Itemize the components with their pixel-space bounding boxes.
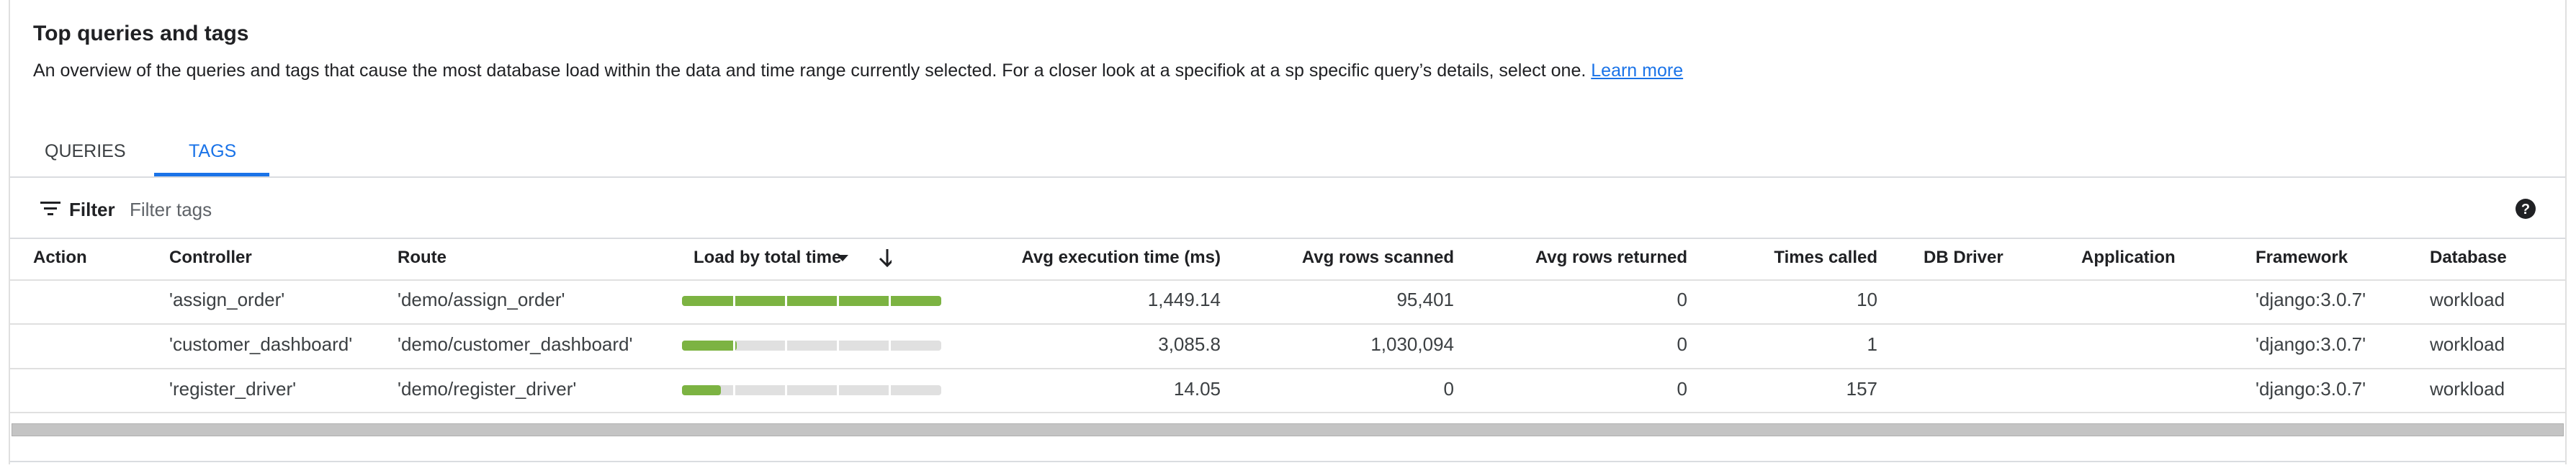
card-border (9, 0, 10, 464)
table-top-line (10, 238, 2565, 239)
card-border (2565, 0, 2567, 464)
cell: 'django:3.0.7' (2256, 333, 2366, 355)
load-bar-gap (837, 341, 839, 351)
cell: 'assign_order' (169, 289, 285, 310)
cell: workload (2430, 378, 2505, 400)
row-line (10, 412, 2565, 413)
cell: 1,030,094 (1370, 333, 1454, 355)
cell: 'demo/assign_order' (398, 289, 565, 310)
load-bar-gap (733, 385, 735, 395)
column-header[interactable]: Load by total time (694, 248, 842, 267)
column-header[interactable]: Avg rows scanned (1301, 248, 1454, 267)
load-bar-gap (785, 296, 787, 306)
cell: 1 (1867, 333, 1877, 355)
cell: 'demo/register_driver' (398, 378, 577, 400)
description: An overview of the queries and tags that… (33, 60, 1683, 81)
cell: 'customer_dashboard' (169, 333, 353, 355)
filter-icon[interactable] (39, 199, 62, 219)
cell: workload (2430, 333, 2505, 355)
cell: 14.05 (1173, 378, 1221, 400)
cell: 95,401 (1396, 289, 1454, 310)
cell: 'demo/customer_dashboard' (398, 333, 633, 355)
load-bar (682, 296, 941, 306)
load-bar-gap (889, 341, 891, 351)
column-header[interactable]: Times called (1774, 248, 1877, 267)
cell: 0 (1443, 378, 1454, 400)
column-header[interactable]: Application (2081, 248, 2176, 267)
column-header[interactable]: Controller (169, 248, 252, 267)
load-bar-gap (889, 385, 891, 395)
divider (10, 176, 2565, 178)
filter-input[interactable]: Filter tags (130, 199, 212, 220)
load-bar-gap (889, 296, 891, 306)
cell: 'django:3.0.7' (2256, 289, 2366, 310)
column-header[interactable]: Avg rows returned (1535, 248, 1687, 267)
load-bar-gap (733, 341, 735, 351)
load-bar-track (682, 385, 941, 395)
load-bar-gap (733, 296, 735, 306)
description-text: An overview of the queries and tags that… (33, 60, 1587, 81)
cell: 0 (1677, 333, 1687, 355)
load-bar (682, 341, 737, 351)
help-icon[interactable]: ? (2515, 198, 2536, 220)
svg-text:?: ? (2521, 202, 2530, 217)
filter-label[interactable]: Filter (69, 199, 115, 220)
load-bar-gap (785, 341, 787, 351)
title: Top queries and tags (33, 22, 249, 45)
tab[interactable]: QUERIES (45, 141, 126, 161)
load-bar-track (682, 341, 941, 351)
sort-icons[interactable] (834, 246, 892, 269)
tab-indicator (154, 173, 269, 176)
column-header[interactable]: DB Driver (1924, 248, 2003, 267)
column-header[interactable]: Route (398, 248, 446, 267)
cell: 10 (1857, 289, 1877, 310)
cell: workload (2430, 289, 2505, 310)
load-bar (682, 385, 721, 395)
load-bar-gap (837, 385, 839, 395)
row-line (10, 368, 2565, 369)
learn-more-link[interactable]: Learn more (1591, 60, 1684, 81)
cell: 157 (1846, 378, 1877, 400)
column-header[interactable]: Action (33, 248, 87, 267)
load-bar-gap (785, 385, 787, 395)
cell: 3,085.8 (1158, 333, 1221, 355)
load-bar-gap (837, 296, 839, 306)
cell: 'register_driver' (169, 378, 297, 400)
cell: 1,449.14 (1147, 289, 1221, 310)
cell: 'django:3.0.7' (2256, 378, 2366, 400)
row-line (10, 323, 2565, 325)
tab[interactable]: TAGS (189, 141, 237, 161)
column-header[interactable]: Avg execution time (ms) (1021, 248, 1221, 267)
row-line (10, 279, 2565, 281)
scrollbar[interactable] (12, 423, 2564, 436)
card-bottom (10, 461, 2565, 462)
column-header[interactable]: Framework (2256, 248, 2348, 267)
cell: 0 (1677, 289, 1687, 310)
column-header[interactable]: Database (2430, 248, 2507, 267)
cell: 0 (1677, 378, 1687, 400)
